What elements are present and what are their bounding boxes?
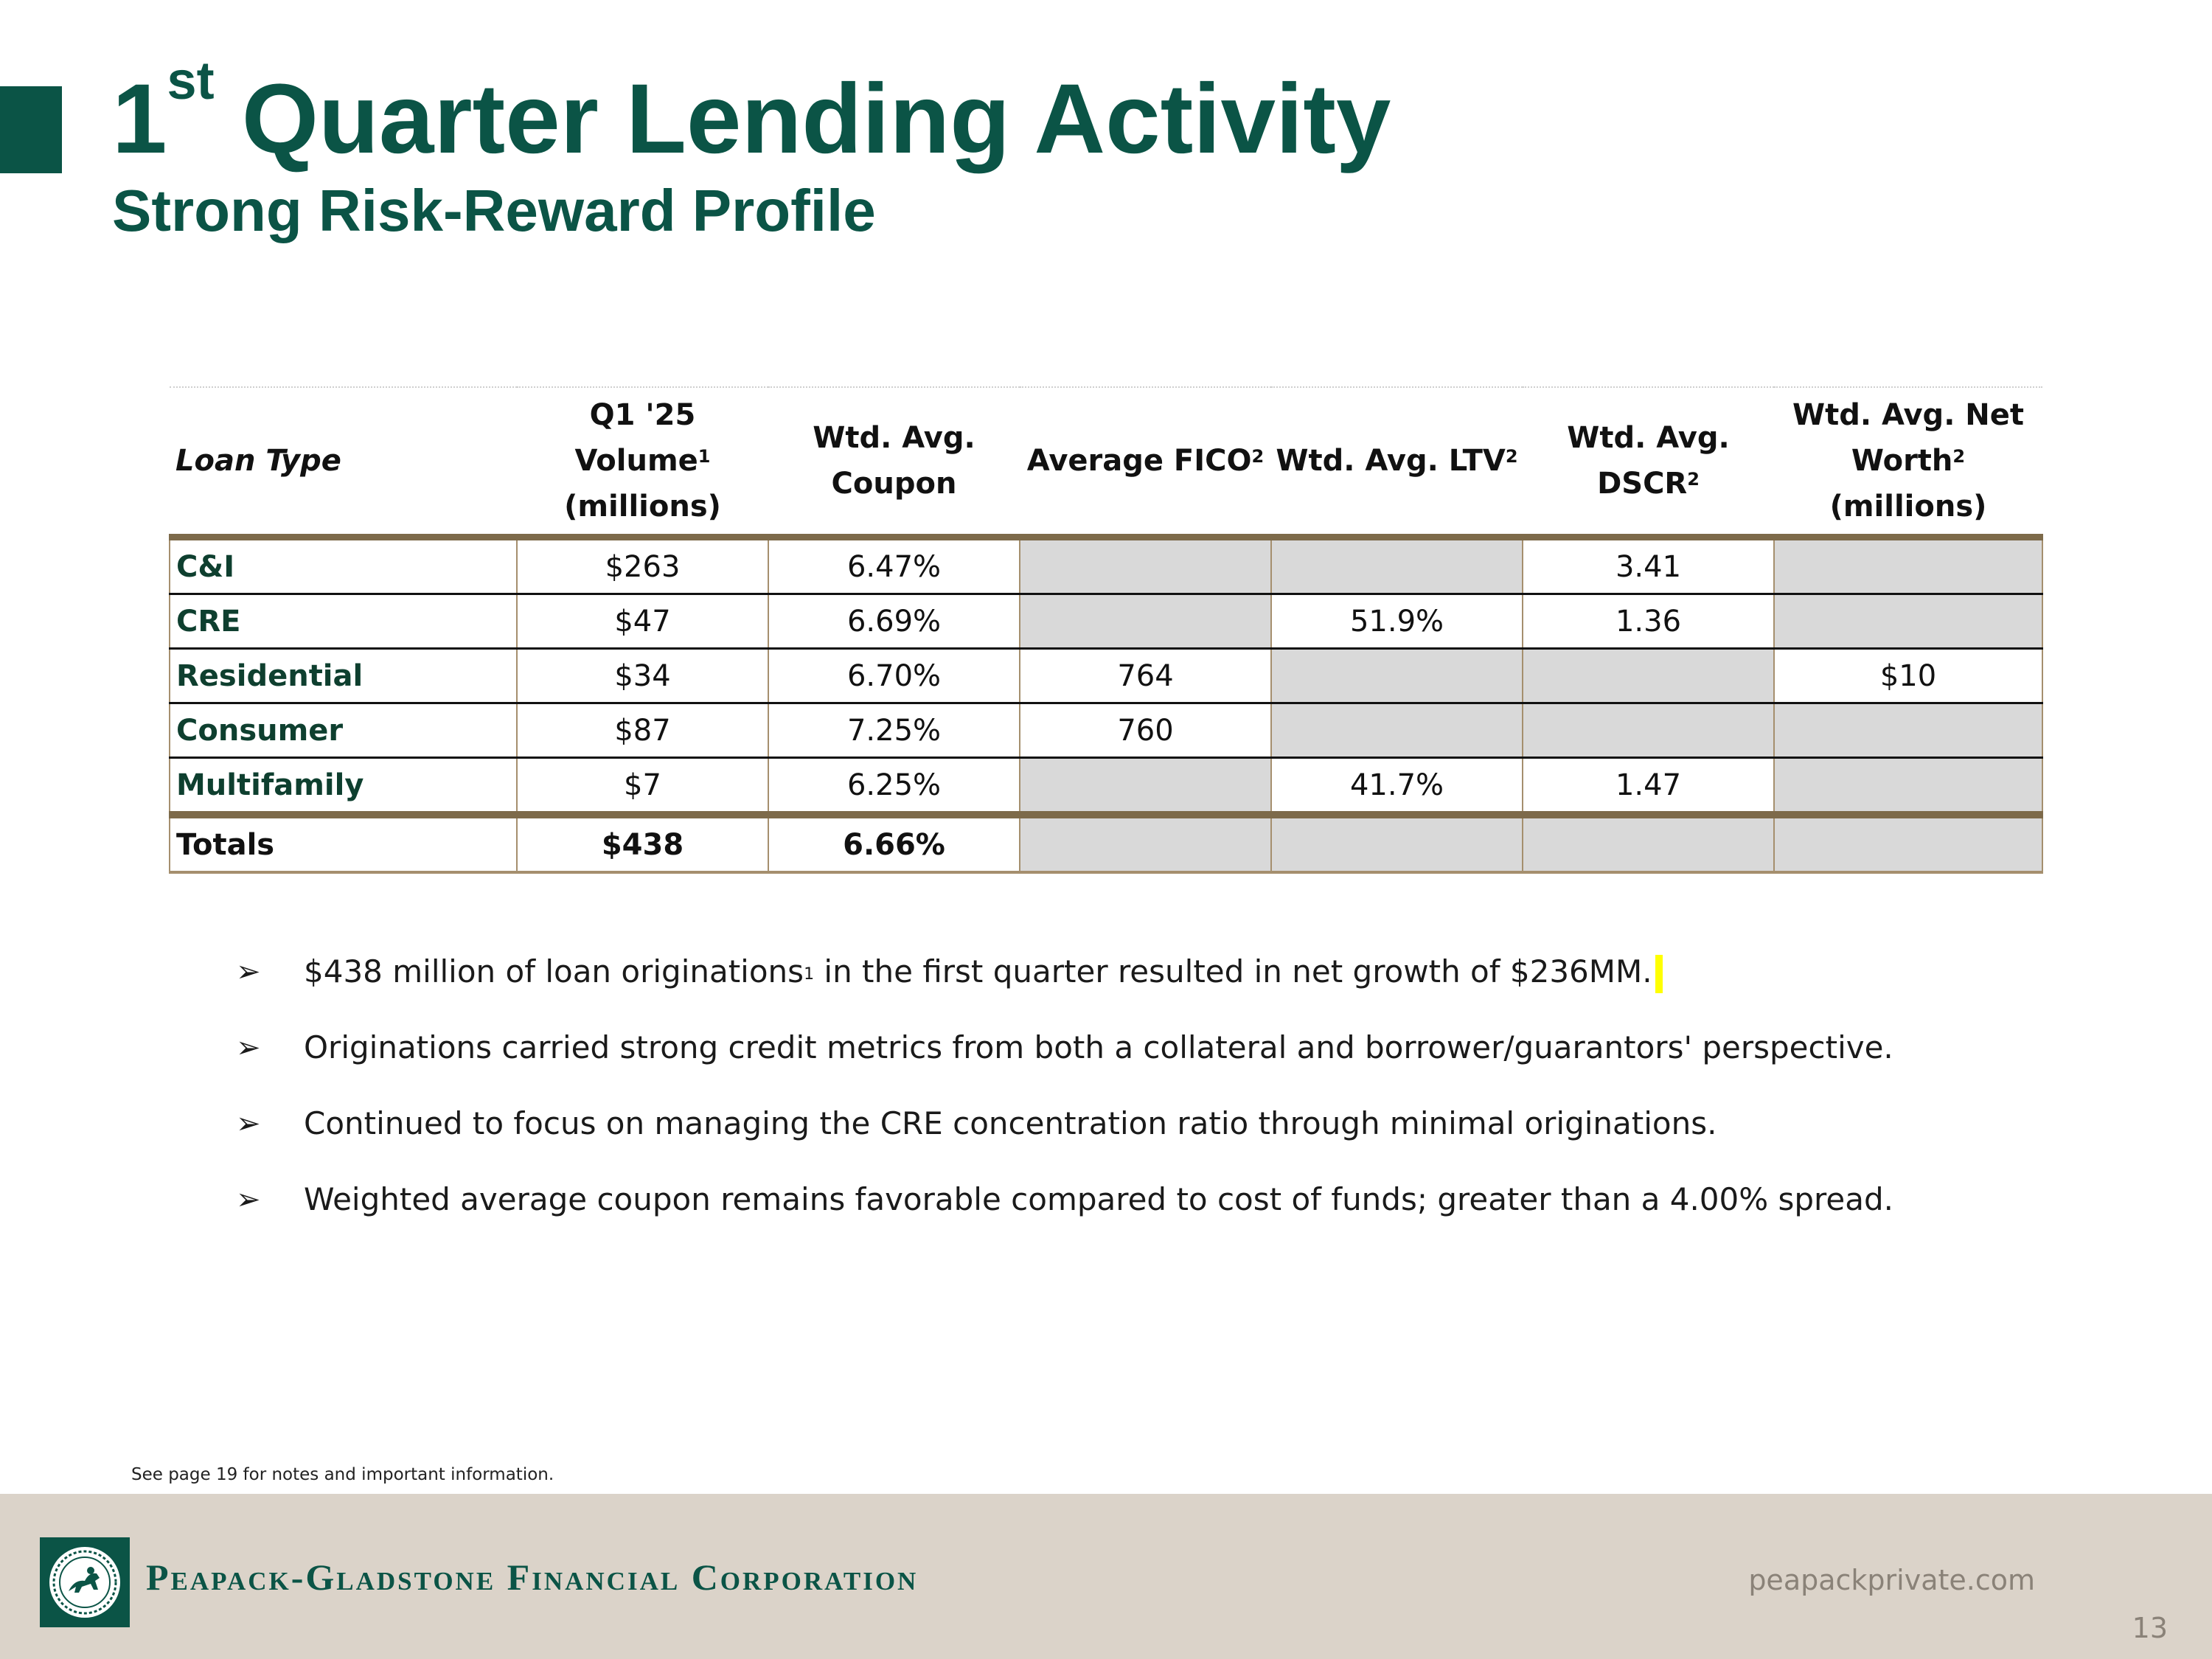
cell-fico (1019, 593, 1272, 650)
cell-coupon: 6.70% (768, 647, 1020, 704)
header-coupon: Wtd. Avg. Coupon (813, 421, 975, 501)
cell-loan-type: CRE (169, 593, 518, 650)
lending-activity-table: Loan Type Q1 '25 Volume1 (millions) Wtd. … (169, 386, 2043, 874)
table-row: Residential $34 6.70% 764 $10 (169, 647, 2043, 704)
cell-dscr: 3.41 (1522, 534, 1775, 595)
table-row: Consumer $87 7.25% 760 (169, 702, 2043, 759)
cell-net-worth (1773, 702, 2043, 759)
cell-fico (1019, 757, 1272, 818)
cell-ltv (1270, 647, 1523, 704)
cell-total-coupon: 6.66% (768, 814, 1020, 874)
header-volume: Q1 '25 Volume1 (millions) (564, 398, 721, 524)
cell-volume: $87 (516, 702, 769, 759)
cell-empty (1019, 814, 1272, 874)
table-row: CRE $47 6.69% 51.9% 1.36 (169, 593, 2043, 650)
totals-row: Totals $438 6.66% (169, 814, 2043, 874)
cell-loan-type: Residential (169, 647, 518, 704)
title-ordinal: st (167, 52, 215, 111)
table-header-row: Loan Type Q1 '25 Volume1 (millions) Wtd. … (170, 388, 2042, 538)
cell-ltv: 41.7% (1270, 757, 1523, 818)
company-name: Peapack-Gladstone Financial Corporation (146, 1557, 919, 1598)
arrow-bullet-icon: ➢ (236, 1183, 261, 1217)
cell-totals-label: Totals (169, 814, 518, 874)
footer-bar: Peapack-Gladstone Financial Corporation … (0, 1494, 2212, 1659)
cell-loan-type: Multifamily (169, 757, 518, 818)
cell-dscr: 1.36 (1522, 593, 1775, 650)
cell-net-worth (1773, 534, 2043, 595)
cell-volume: $7 (516, 757, 769, 818)
arrow-bullet-icon: ➢ (236, 1107, 261, 1141)
list-item: ➢ Continued to focus on managing the CRE… (236, 1099, 1893, 1175)
cell-volume: $47 (516, 593, 769, 650)
cell-loan-type: C&I (169, 534, 518, 595)
cell-empty (1270, 814, 1523, 874)
cell-coupon: 6.47% (768, 534, 1020, 595)
cell-dscr: 1.47 (1522, 757, 1775, 818)
header-fico: Average FICO2 (1026, 444, 1265, 478)
title-text: Quarter Lending Activity (241, 64, 1391, 174)
cell-empty (1522, 814, 1775, 874)
page-number: 13 (2132, 1612, 2168, 1644)
title-number: 1 (112, 64, 167, 174)
page-title: 1st Quarter Lending Activity (112, 55, 1391, 179)
website-link[interactable]: peapackprivate.com (1748, 1564, 2035, 1596)
lending-table-container: Loan Type Q1 '25 Volume1 (millions) Wtd. … (169, 386, 2043, 874)
cell-ltv (1270, 702, 1523, 759)
list-item: ➢ Weighted average coupon remains favora… (236, 1175, 1893, 1251)
header-net-worth: Wtd. Avg. Net Worth2 (millions) (1792, 398, 2025, 524)
cell-total-volume: $438 (516, 814, 769, 874)
table-row: C&I $263 6.47% 3.41 (169, 534, 2043, 595)
cell-dscr (1522, 647, 1775, 704)
cell-ltv: 51.9% (1270, 593, 1523, 650)
key-points-list: ➢ $438 million of loan originations1 in … (236, 947, 1893, 1251)
page-subtitle: Strong Risk-Reward Profile (112, 178, 876, 243)
text-highlight-mark (1655, 954, 1663, 993)
cell-fico (1019, 534, 1272, 595)
cell-volume: $34 (516, 647, 769, 704)
cell-fico: 764 (1019, 647, 1272, 704)
cell-dscr (1522, 702, 1775, 759)
list-item: ➢ Originations carried strong credit met… (236, 1023, 1893, 1099)
title-accent-bar (0, 86, 62, 173)
table-row: Multifamily $7 6.25% 41.7% 1.47 (169, 757, 2043, 818)
cell-coupon: 6.25% (768, 757, 1020, 818)
cell-net-worth (1773, 593, 2043, 650)
header-loan-type: Loan Type (175, 444, 341, 478)
arrow-bullet-icon: ➢ (236, 955, 261, 989)
cell-empty (1773, 814, 2043, 874)
cell-volume: $263 (516, 534, 769, 595)
cell-loan-type: Consumer (169, 702, 518, 759)
header-dscr: Wtd. Avg. DSCR2 (1567, 421, 1730, 501)
cell-coupon: 7.25% (768, 702, 1020, 759)
list-item: ➢ $438 million of loan originations1 in … (236, 947, 1893, 1023)
cell-ltv (1270, 534, 1523, 595)
cell-coupon: 6.69% (768, 593, 1020, 650)
cell-fico: 760 (1019, 702, 1272, 759)
company-logo-icon (40, 1537, 130, 1627)
arrow-bullet-icon: ➢ (236, 1031, 261, 1065)
cell-net-worth: $10 (1773, 647, 2043, 704)
footnote: See page 19 for notes and important info… (131, 1465, 554, 1484)
cell-net-worth (1773, 757, 2043, 818)
header-ltv: Wtd. Avg. LTV2 (1276, 444, 1518, 478)
